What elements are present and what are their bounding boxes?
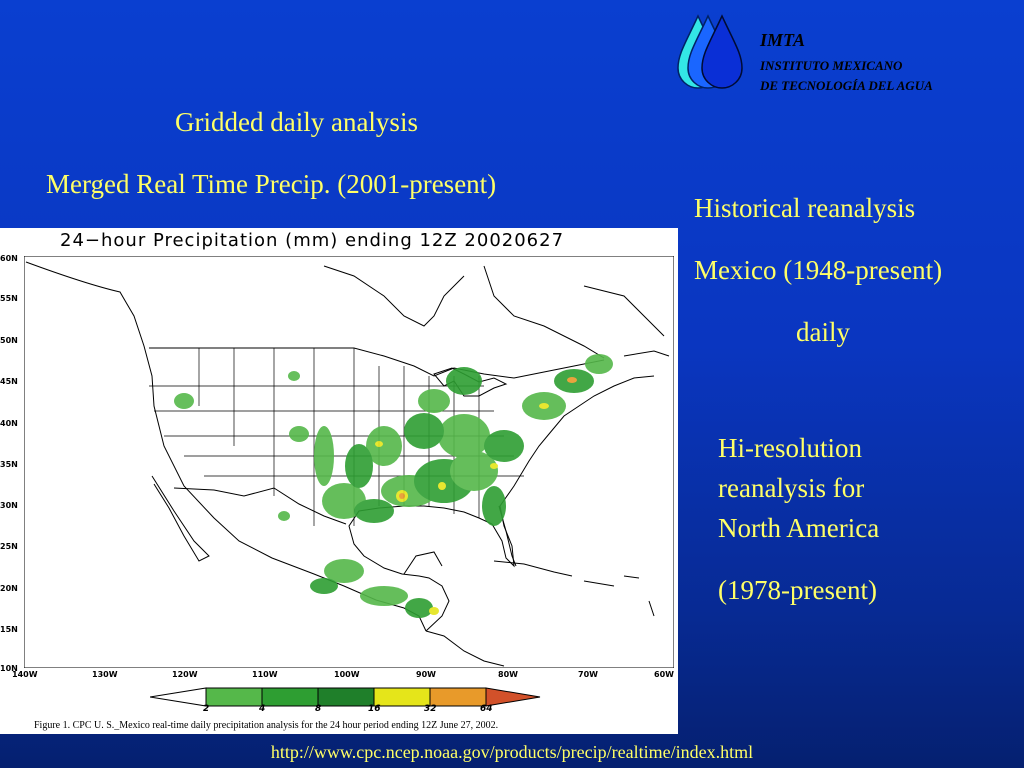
- us-canada-border: [149, 347, 605, 379]
- legend-label: 16: [368, 704, 381, 714]
- lon-label: 60W: [654, 670, 674, 679]
- logo-name: IMTA: [760, 30, 806, 50]
- hires-line1: Hi-resolution: [718, 433, 862, 463]
- lat-label: 45N: [0, 377, 18, 386]
- baja: [151, 475, 210, 562]
- lat-label: 60N: [0, 254, 18, 263]
- precip-patches: [174, 354, 613, 618]
- hires-line2: reanalysis for: [718, 473, 865, 503]
- lon-label: 140W: [12, 670, 38, 679]
- cuba: [493, 560, 573, 577]
- legend-label: 32: [424, 704, 437, 714]
- lon-label: 90W: [416, 670, 436, 679]
- hires-line3: North America: [718, 513, 880, 543]
- precipitation-figure: 24−hour Precipitation (mm) ending 12Z 20…: [0, 228, 678, 734]
- legend-label: 64: [480, 704, 493, 714]
- lat-label: 55N: [0, 294, 18, 303]
- logo-line1: INSTITUTO MEXICANO: [760, 58, 903, 73]
- legend-label: 8: [315, 704, 322, 714]
- hires-period: (1978-present): [718, 575, 877, 605]
- lon-label: 70W: [578, 670, 598, 679]
- source-url[interactable]: http://www.cpc.ncep.noaa.gov/products/pr…: [270, 742, 754, 762]
- lat-label: 35N: [0, 460, 18, 469]
- legend-label: 2: [203, 704, 210, 714]
- yucatan: [403, 551, 443, 575]
- lon-label: 80W: [498, 670, 518, 679]
- precip-legend: [150, 687, 541, 707]
- imta-logo: [676, 12, 1016, 100]
- lat-label: 40N: [0, 419, 18, 428]
- historical-title: Historical reanalysis: [694, 193, 916, 223]
- precipitation-map: [24, 256, 674, 668]
- lon-label: 100W: [334, 670, 360, 679]
- historical-daily: daily: [796, 317, 850, 347]
- historical-period: Mexico (1948-present): [694, 255, 943, 285]
- figure-title: 24−hour Precipitation (mm) ending 12Z 20…: [60, 230, 565, 251]
- lat-label: 30N: [0, 501, 18, 510]
- lat-label: 10N: [0, 664, 18, 673]
- figure-caption: Figure 1. CPC U. S._Mexico real-time dai…: [34, 720, 499, 731]
- lat-label: 20N: [0, 584, 18, 593]
- left-title-line2: Merged Real Time Precip. (2001-present): [46, 169, 497, 199]
- lat-label: 50N: [0, 336, 18, 345]
- lon-label: 120W: [172, 670, 198, 679]
- lat-label: 15N: [0, 625, 18, 634]
- lat-label: 25N: [0, 542, 18, 551]
- logo-line2: DE TECNOLOGÍA DEL AGUA: [760, 78, 933, 93]
- legend-label: 4: [259, 704, 266, 714]
- left-title-line1: Gridded daily analysis: [175, 107, 418, 137]
- lon-label: 130W: [92, 670, 118, 679]
- water-drop-icon: [677, 14, 743, 89]
- lon-label: 110W: [252, 670, 278, 679]
